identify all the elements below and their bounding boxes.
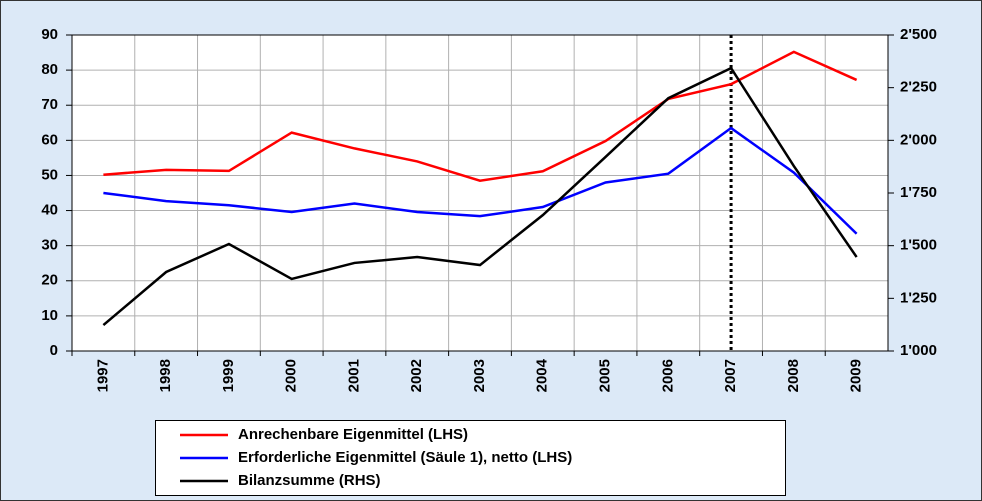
plot-area <box>72 35 888 351</box>
y-tick-label: 40 <box>41 202 58 219</box>
x-tick-label: 1999 <box>220 359 237 392</box>
plot-border <box>71 34 889 352</box>
legend-label: Erforderliche Eigenmittel (Säule 1), net… <box>238 449 572 466</box>
legend-label: Bilanzsumme (RHS) <box>238 472 381 489</box>
y-tick-label: 20 <box>41 272 58 289</box>
x-tick-label: 2003 <box>471 359 488 392</box>
legend-label: Anrechenbare Eigenmittel (LHS) <box>238 426 468 443</box>
x-tick-label: 2001 <box>345 359 362 392</box>
y2-tick-label: 1'000 <box>900 342 937 359</box>
y2-tick-label: 2'500 <box>900 26 937 43</box>
y2-tick-label: 2'250 <box>900 79 937 96</box>
y-tick-label: 0 <box>50 342 58 359</box>
x-tick-label: 1997 <box>94 359 111 392</box>
x-tick-label: 2005 <box>597 359 614 392</box>
series-line <box>103 50 858 182</box>
x-tick-label: 2009 <box>848 359 865 392</box>
y-tick-label: 60 <box>41 131 58 148</box>
y2-tick-label: 1'500 <box>900 237 937 254</box>
y-tick-label: 50 <box>41 166 58 183</box>
y-tick-label: 30 <box>41 237 58 254</box>
series-line <box>103 126 858 235</box>
x-tick-label: 2007 <box>722 359 739 392</box>
y2-tick-label: 1'750 <box>900 184 937 201</box>
y-tick-label: 10 <box>41 307 58 324</box>
x-tick-label: 2000 <box>283 359 300 392</box>
y-tick-label: 90 <box>41 26 58 43</box>
x-tick-label: 2006 <box>659 359 676 392</box>
series-line <box>102 66 858 327</box>
x-tick-label: 2004 <box>534 358 551 392</box>
x-tick-label: 1998 <box>157 359 174 392</box>
y2-tick-label: 2'000 <box>900 131 937 148</box>
y-tick-label: 80 <box>41 61 58 78</box>
x-tick-label: 2002 <box>408 359 425 392</box>
x-tick-label: 2008 <box>785 359 802 392</box>
y2-tick-label: 1'250 <box>900 289 937 306</box>
legend <box>155 420 786 496</box>
y-tick-label: 70 <box>41 96 58 113</box>
